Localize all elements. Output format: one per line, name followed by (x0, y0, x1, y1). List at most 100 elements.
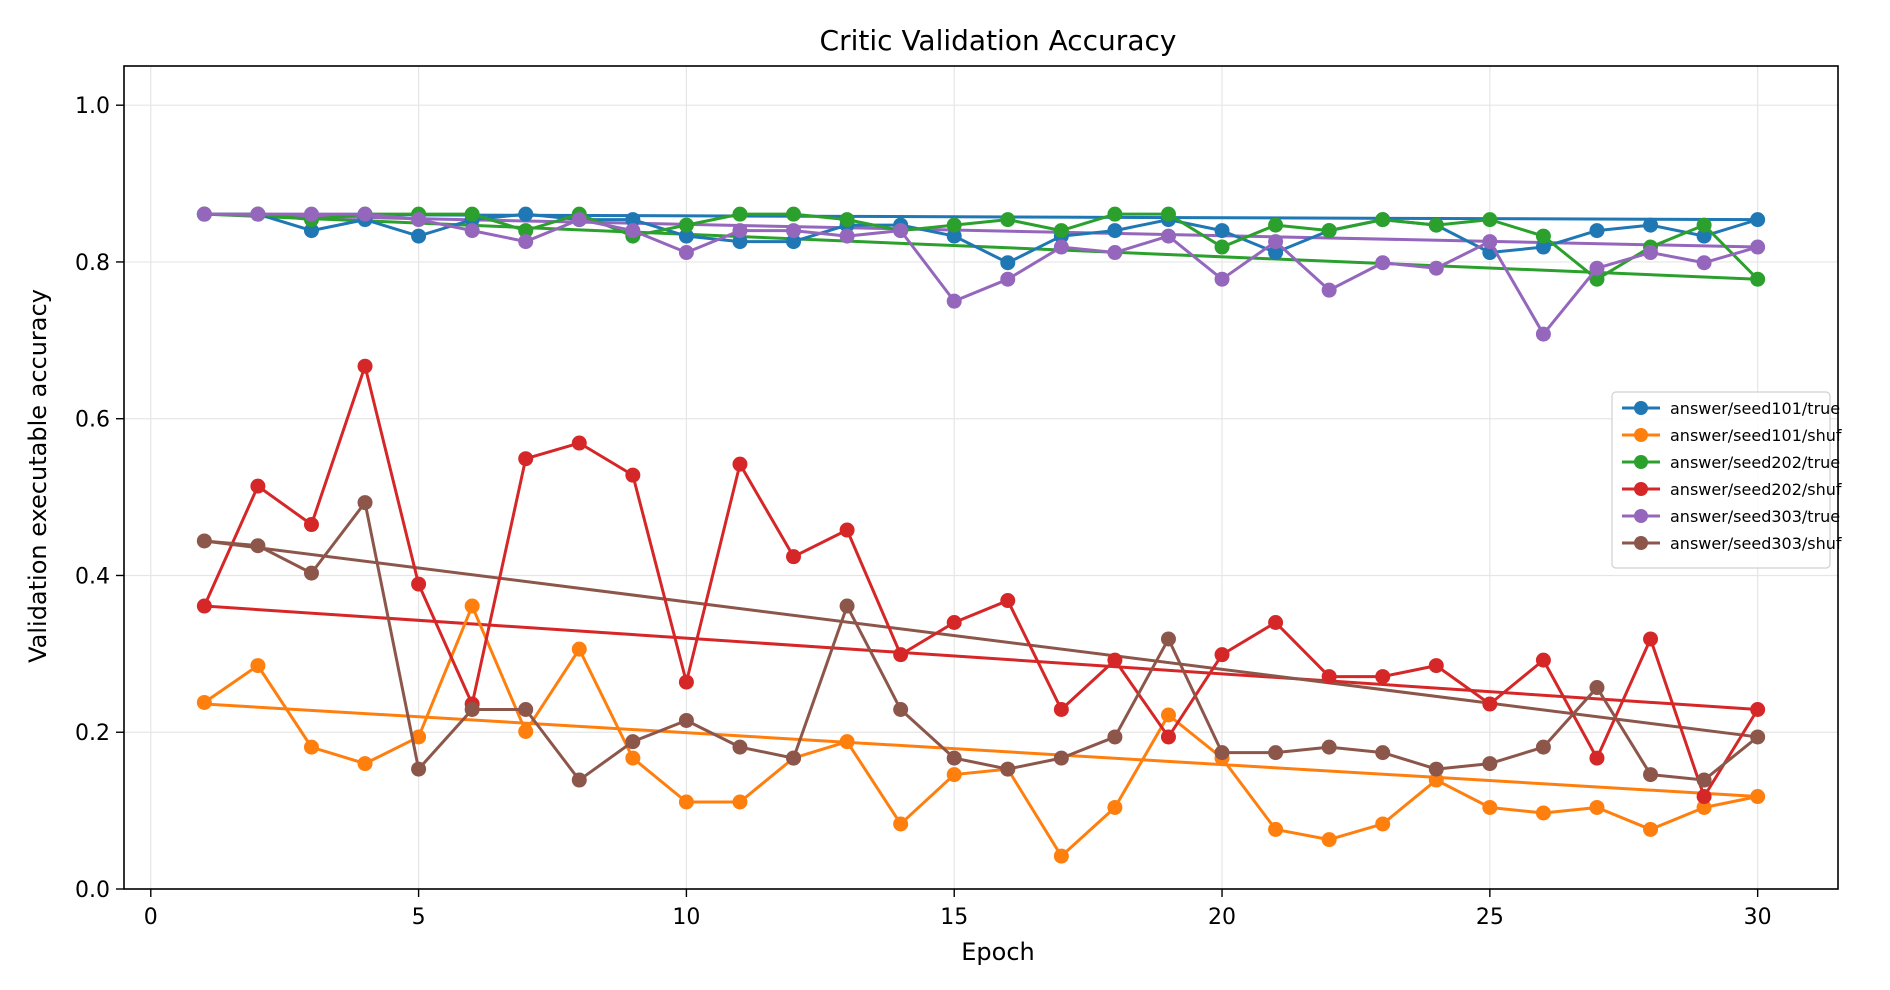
x-tick-label-1: 5 (412, 905, 426, 930)
data-point-answer/seed303/true-18 (1107, 245, 1123, 261)
data-point-answer/seed101/shuf-24 (1428, 772, 1444, 788)
data-point-answer/seed303/shuf-1 (196, 533, 212, 549)
series-answer/seed202/shuf (196, 358, 1766, 805)
y-tick-label-2: 0.4 (75, 564, 110, 589)
data-point-answer/seed202/shuf-2 (250, 478, 266, 494)
data-point-answer/seed303/shuf-26 (1535, 739, 1551, 755)
data-point-answer/seed303/shuf-29 (1696, 772, 1712, 788)
data-point-answer/seed202/true-27 (1589, 271, 1605, 287)
data-point-answer/seed101/shuf-3 (303, 739, 319, 755)
data-point-answer/seed101/shuf-19 (1160, 707, 1176, 723)
data-point-answer/seed202/true-18 (1107, 206, 1123, 222)
axes-layer: 0 5 10 15 20 25 30 0.0 0.2 0.4 0.6 0.8 1.0 (75, 65, 1839, 930)
chart-title: Critic Validation Accuracy (820, 24, 1177, 57)
data-point-answer/seed202/shuf-7 (518, 451, 534, 467)
data-point-answer/seed202/shuf-5 (411, 576, 427, 592)
data-point-answer/seed303/shuf-30 (1750, 729, 1766, 745)
data-point-answer/seed202/shuf-21 (1268, 615, 1284, 631)
legend-swatch-marker-answer/seed101/true (1634, 401, 1648, 415)
data-point-answer/seed101/shuf-26 (1535, 805, 1551, 821)
data-point-answer/seed303/true-4 (357, 206, 373, 222)
series-answer/seed303/shuf (196, 495, 1766, 788)
data-point-answer/seed303/true-21 (1268, 234, 1284, 250)
data-point-answer/seed101/shuf-6 (464, 598, 480, 614)
data-point-answer/seed202/true-7 (518, 223, 534, 239)
data-point-answer/seed303/true-30 (1750, 239, 1766, 255)
data-point-answer/seed303/shuf-12 (786, 750, 802, 766)
data-point-answer/seed202/true-25 (1482, 212, 1498, 228)
data-point-answer/seed303/true-9 (625, 223, 641, 239)
data-point-answer/seed303/shuf-8 (571, 772, 587, 788)
legend-box (1611, 391, 1831, 569)
data-point-answer/seed101/shuf-28 (1643, 821, 1659, 837)
legend-swatch-marker-answer/seed303/true (1634, 509, 1648, 523)
data-point-answer/seed202/true-13 (839, 212, 855, 228)
data-point-answer/seed202/shuf-20 (1214, 647, 1230, 663)
data-point-answer/seed101/true-7 (518, 206, 534, 222)
x-axis-label: Epoch (961, 938, 1035, 966)
data-point-answer/seed101/true-27 (1589, 223, 1605, 239)
data-point-answer/seed303/true-2 (250, 206, 266, 222)
data-point-answer/seed101/true-26 (1535, 239, 1551, 255)
data-point-answer/seed303/shuf-18 (1107, 729, 1123, 745)
x-tick-label-2: 10 (672, 905, 700, 930)
data-point-answer/seed303/shuf-27 (1589, 680, 1605, 696)
data-point-answer/seed202/shuf-22 (1321, 669, 1337, 685)
data-point-answer/seed303/true-3 (303, 206, 319, 222)
legend-swatch-marker-answer/seed303/shuf (1634, 536, 1648, 550)
data-point-answer/seed303/shuf-3 (303, 565, 319, 581)
legend-swatch-marker-answer/seed202/shuf (1634, 482, 1648, 496)
y-tick-label-5: 1.0 (75, 94, 110, 119)
data-point-answer/seed101/true-20 (1214, 223, 1230, 239)
series-line-answer/seed101/shuf (203, 604, 1758, 858)
data-point-answer/seed202/shuf-30 (1750, 702, 1766, 718)
data-point-answer/seed101/shuf-7 (518, 723, 534, 739)
data-point-answer/seed202/shuf-29 (1696, 789, 1712, 805)
data-point-answer/seed101/true-28 (1643, 217, 1659, 233)
data-point-answer/seed303/true-22 (1321, 282, 1337, 298)
series-line-answer/seed202/true (204, 212, 1759, 281)
data-point-answer/seed202/true-19 (1160, 206, 1176, 222)
series-line-answer/seed101/true (204, 212, 1759, 265)
series-line-answer/seed303/true (204, 212, 1759, 336)
data-point-answer/seed303/shuf-24 (1428, 761, 1444, 777)
data-point-answer/seed202/true-22 (1321, 223, 1337, 239)
data-point-answer/seed101/shuf-14 (893, 816, 909, 832)
data-point-answer/seed101/true-5 (411, 228, 427, 244)
data-point-answer/seed202/shuf-3 (303, 517, 319, 533)
data-point-answer/seed303/true-10 (678, 245, 694, 261)
data-point-answer/seed101/shuf-11 (732, 794, 748, 810)
y-axis-label: Validation executable accuracy (24, 289, 52, 663)
y-tick-label-1: 0.2 (75, 721, 110, 746)
data-point-answer/seed303/true-1 (196, 206, 212, 222)
data-point-answer/seed303/true-25 (1482, 234, 1498, 250)
data-point-answer/seed202/true-20 (1214, 239, 1230, 255)
data-point-answer/seed202/true-29 (1696, 217, 1712, 233)
y-tick-label-4: 0.8 (75, 251, 110, 276)
data-point-answer/seed202/true-30 (1750, 271, 1766, 287)
data-point-answer/seed202/true-10 (678, 217, 694, 233)
data-point-answer/seed202/shuf-1 (196, 598, 212, 614)
data-point-answer/seed202/shuf-27 (1589, 750, 1605, 766)
data-point-answer/seed101/true-16 (1000, 255, 1016, 271)
trend-line-answer/seed303/true (202, 212, 1760, 249)
trend-line-answer/seed202/true (202, 212, 1760, 281)
data-point-answer/seed202/shuf-8 (571, 435, 587, 451)
data-point-answer/seed202/shuf-9 (625, 467, 641, 483)
data-point-answer/seed202/shuf-4 (357, 358, 373, 374)
data-point-answer/seed303/shuf-19 (1160, 631, 1176, 647)
data-point-answer/seed202/true-24 (1428, 217, 1444, 233)
data-point-answer/seed303/shuf-16 (1000, 761, 1016, 777)
legend-label-answer/seed303/true: answer/seed303/true (1670, 507, 1840, 526)
data-point-answer/seed202/shuf-25 (1482, 696, 1498, 712)
data-point-answer/seed303/shuf-23 (1375, 745, 1391, 761)
data-point-answer/seed101/true-30 (1750, 212, 1766, 228)
data-point-answer/seed303/true-14 (893, 223, 909, 239)
data-point-answer/seed303/shuf-22 (1321, 739, 1337, 755)
x-tick-label-0: 0 (144, 905, 158, 930)
data-point-answer/seed202/true-6 (464, 206, 480, 222)
data-point-answer/seed101/shuf-1 (196, 694, 212, 710)
data-point-answer/seed101/true-21 (1268, 245, 1284, 261)
x-tick-label-6: 30 (1744, 905, 1772, 930)
data-point-answer/seed101/shuf-2 (250, 658, 266, 674)
